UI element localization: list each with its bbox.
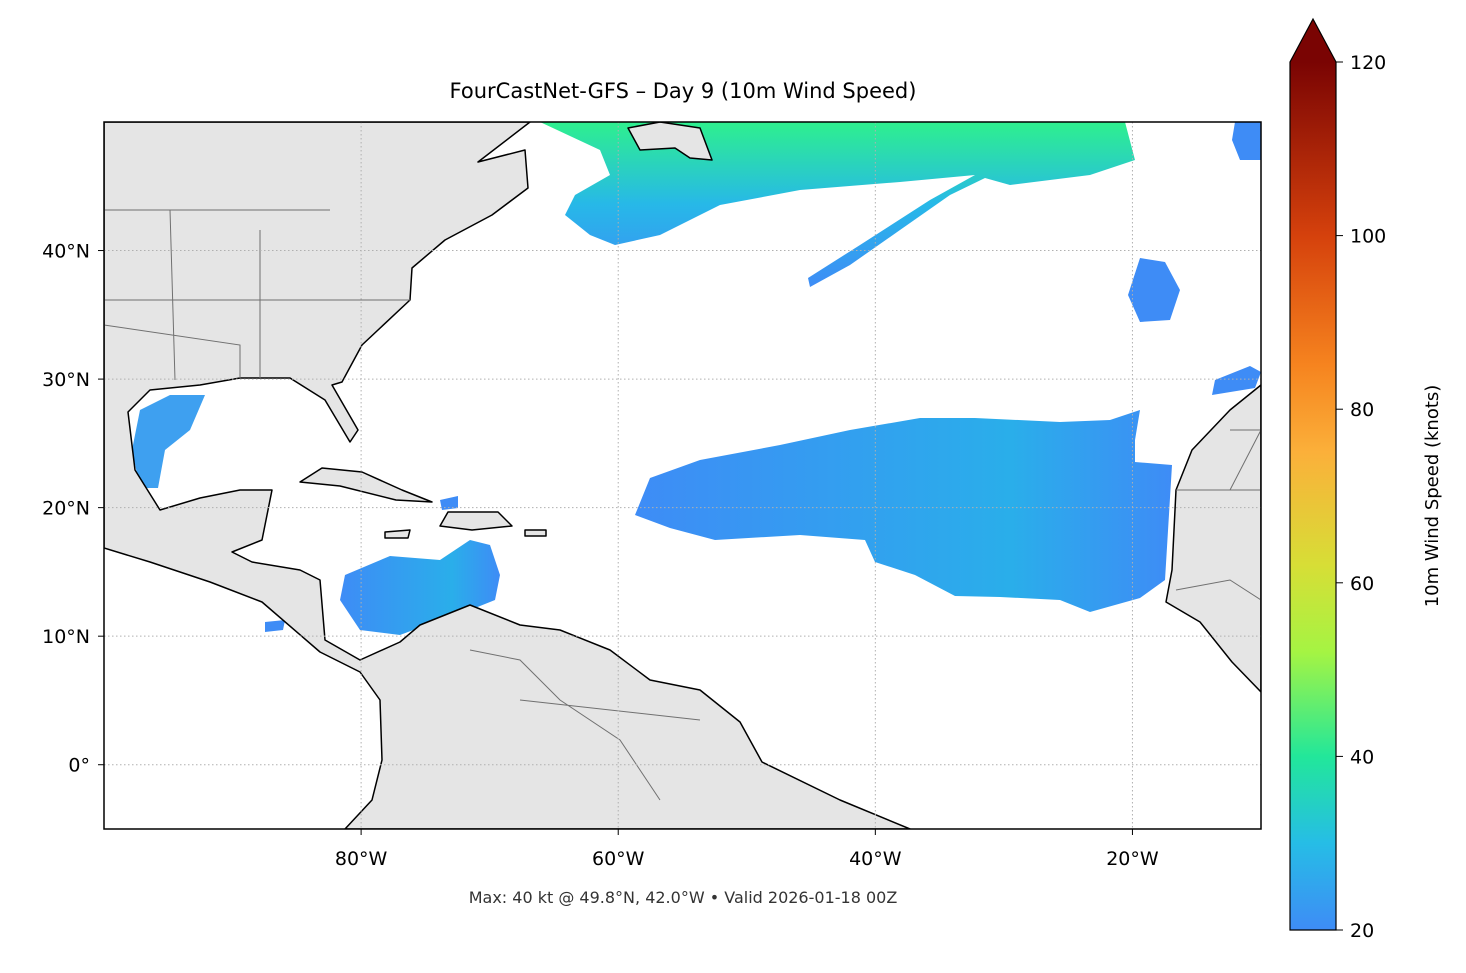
land bbox=[1165, 384, 1261, 693]
x-tick-label: 80°W bbox=[335, 848, 388, 870]
footer-note: Max: 40 kt @ 49.8°N, 42.0°W • Valid 2026… bbox=[469, 888, 898, 907]
colorbar-frame bbox=[1289, 17, 1337, 931]
x-tick-label: 60°W bbox=[592, 848, 645, 870]
wind-area bbox=[1212, 366, 1261, 395]
map-area bbox=[104, 122, 1261, 829]
y-tick-label: 40°N bbox=[42, 241, 90, 263]
land bbox=[384, 511, 547, 539]
wind-area bbox=[1232, 122, 1261, 160]
wind-area bbox=[132, 395, 205, 488]
colorbar-extend bbox=[1290, 19, 1336, 62]
colorbar-tick-label: 80 bbox=[1350, 399, 1374, 421]
colorbar-tick-label: 120 bbox=[1350, 52, 1386, 74]
y-tick-label: 30°N bbox=[42, 369, 90, 391]
chart-title: FourCastNet-GFS – Day 9 (10m Wind Speed) bbox=[450, 79, 917, 103]
land bbox=[299, 467, 433, 503]
colorbar-tick-label: 60 bbox=[1350, 573, 1374, 595]
border bbox=[104, 209, 1261, 801]
wind-area bbox=[540, 122, 1135, 287]
plot-frame bbox=[103, 121, 1262, 830]
x-tick-label: 40°W bbox=[849, 848, 902, 870]
grid bbox=[104, 122, 1261, 829]
y-tick-label: 10°N bbox=[42, 626, 90, 648]
y-tick-label: 0° bbox=[68, 755, 90, 777]
land bbox=[104, 122, 911, 829]
x-tick-label: 20°W bbox=[1106, 848, 1159, 870]
colorbar-label: 10m Wind Speed (knots) bbox=[1422, 385, 1443, 608]
wind-area bbox=[1128, 258, 1180, 322]
colorbar-tick-label: 20 bbox=[1350, 920, 1374, 942]
colorbar-tick-label: 100 bbox=[1350, 226, 1386, 248]
colorbar bbox=[1290, 62, 1336, 930]
land bbox=[627, 122, 713, 161]
wind-area bbox=[635, 410, 1172, 612]
y-tick-label: 20°N bbox=[42, 498, 90, 520]
colorbar-tick-label: 40 bbox=[1350, 746, 1374, 768]
